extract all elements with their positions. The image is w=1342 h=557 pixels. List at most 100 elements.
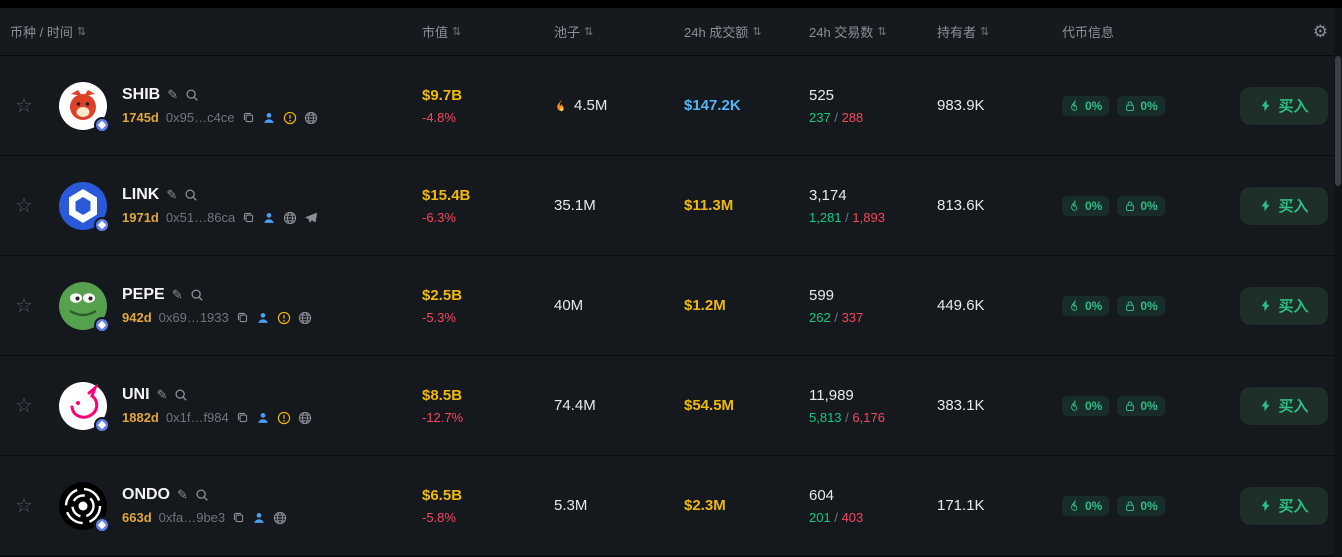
chain-badge-icon — [94, 316, 110, 333]
copy-icon[interactable] — [242, 111, 255, 124]
scrollbar-thumb[interactable] — [1335, 56, 1341, 186]
buy-button[interactable]: 买入 — [1240, 186, 1328, 225]
column-header-market-cap[interactable]: 市值 ⇅ — [410, 22, 542, 41]
sort-icon[interactable]: ⇅ — [752, 26, 762, 38]
person-icon[interactable] — [256, 311, 270, 325]
copy-icon[interactable] — [242, 211, 255, 224]
person-icon[interactable] — [252, 511, 266, 525]
market-cap-change: -5.3% — [422, 309, 456, 325]
token-symbol[interactable]: LINK — [122, 186, 160, 203]
holders-cell: 813.6K — [925, 197, 1050, 215]
column-header-volume-24h[interactable]: 24h 成交额 ⇅ — [672, 22, 797, 41]
token-avatar[interactable] — [58, 481, 110, 533]
token-avatar[interactable] — [58, 181, 110, 233]
column-header-holders[interactable]: 持有者 ⇅ — [925, 22, 1050, 41]
table-row[interactable]: ☆ PEPE ✎ 942d 0x69…1933 $2.5B — [0, 256, 1342, 356]
search-icon[interactable] — [185, 88, 199, 102]
buy-button[interactable]: 买入 — [1240, 486, 1328, 525]
market-cap-cell: $8.5B -12.7% — [410, 387, 542, 425]
address-icons — [236, 411, 312, 425]
column-header-pool[interactable]: 池子 ⇅ — [542, 22, 672, 41]
market-cap-cell: $2.5B -5.3% — [410, 287, 542, 325]
star-icon[interactable]: ☆ — [15, 295, 33, 317]
token-avatar[interactable] — [58, 281, 110, 333]
column-label: 24h 交易数 — [809, 25, 874, 40]
buy-label: 买入 — [1278, 98, 1309, 115]
column-label: 池子 — [554, 25, 581, 40]
person-icon[interactable] — [262, 111, 276, 125]
buy-button[interactable]: 买入 — [1240, 286, 1328, 325]
token-info-pill: 0% — [1117, 295, 1165, 316]
lock-icon — [1124, 400, 1136, 412]
search-icon[interactable] — [195, 488, 209, 502]
favorite-cell: ☆ — [0, 93, 48, 118]
warning-icon[interactable] — [277, 411, 291, 425]
search-icon[interactable] — [184, 188, 198, 202]
token-text: SHIB ✎ 1745d 0x95…c4ce — [122, 86, 318, 125]
telegram-icon[interactable] — [304, 211, 318, 225]
buy-cell: 买入 — [1225, 186, 1342, 225]
market-cap-value: $2.5B — [422, 286, 463, 304]
table-header: 币种 / 时间 ⇅ 市值 ⇅ 池子 ⇅ 24h 成交额 ⇅ 24h 交易数 ⇅ … — [0, 8, 1342, 56]
tx-total: 525 — [809, 86, 835, 104]
star-icon[interactable]: ☆ — [15, 195, 33, 217]
edit-icon[interactable]: ✎ — [171, 287, 183, 302]
edit-icon[interactable]: ✎ — [167, 87, 179, 102]
token-symbol[interactable]: PEPE — [122, 286, 165, 303]
copy-icon[interactable] — [236, 311, 249, 324]
sort-icon[interactable]: ⇅ — [584, 26, 594, 38]
table-body: ☆ SHIB ✎ 1745d 0x95…c4ce $9.7B — [0, 56, 1342, 556]
edit-icon[interactable]: ✎ — [177, 487, 188, 502]
globe-icon[interactable] — [304, 111, 318, 125]
market-cap-change: -12.7% — [422, 409, 464, 425]
star-icon[interactable]: ☆ — [15, 395, 33, 417]
globe-icon[interactable] — [283, 211, 297, 225]
address-icons — [242, 211, 318, 225]
token-address: 0xfa…9be3 — [158, 510, 226, 525]
star-icon[interactable]: ☆ — [15, 495, 33, 517]
table-row[interactable]: ☆ LINK ✎ 1971d 0x51…86ca $15.4B — [0, 156, 1342, 256]
holders-cell: 983.9K — [925, 97, 1050, 115]
warning-icon[interactable] — [277, 311, 291, 325]
column-header-tx-24h[interactable]: 24h 交易数 ⇅ — [797, 22, 925, 41]
copy-icon[interactable] — [232, 511, 245, 524]
warning-icon[interactable] — [283, 111, 297, 125]
edit-icon[interactable]: ✎ — [166, 187, 178, 202]
sort-icon[interactable]: ⇅ — [980, 26, 990, 38]
search-icon[interactable] — [190, 288, 204, 302]
flame-icon — [1069, 199, 1081, 212]
token-text: ONDO ✎ 663d 0xfa…9be3 — [122, 486, 287, 525]
globe-icon[interactable] — [298, 311, 312, 325]
buy-button[interactable]: 买入 — [1240, 86, 1328, 125]
token-info-pill: 0% — [1062, 95, 1110, 116]
table-row[interactable]: ☆ UNI ✎ 1882d 0x1f…f984 $8.5B — [0, 356, 1342, 456]
market-cap-cell: $6.5B -5.8% — [410, 487, 542, 525]
edit-icon[interactable]: ✎ — [156, 387, 168, 402]
token-age: 1971d — [122, 210, 159, 225]
token-avatar[interactable] — [58, 81, 110, 133]
token-symbol[interactable]: ONDO — [122, 486, 170, 503]
copy-icon[interactable] — [236, 411, 249, 424]
chain-badge-icon — [94, 216, 110, 233]
sort-icon[interactable]: ⇅ — [76, 26, 87, 38]
sort-icon[interactable]: ⇅ — [877, 26, 887, 38]
token-symbol[interactable]: UNI — [122, 386, 150, 403]
star-icon[interactable]: ☆ — [15, 95, 33, 117]
table-row[interactable]: ☆ SHIB ✎ 1745d 0x95…c4ce $9.7B — [0, 56, 1342, 156]
token-symbol[interactable]: SHIB — [122, 86, 161, 103]
sort-icon[interactable]: ⇅ — [452, 26, 462, 38]
token-info-pills: 0% 0% — [1050, 95, 1225, 116]
volume-value: $11.3M — [684, 196, 734, 214]
holders-value: 171.1K — [937, 496, 985, 514]
token-avatar[interactable] — [58, 381, 110, 433]
globe-icon[interactable] — [273, 511, 287, 525]
gear-icon[interactable]: ⚙ — [1312, 21, 1328, 41]
globe-icon[interactable] — [298, 411, 312, 425]
buy-button[interactable]: 买入 — [1240, 386, 1328, 425]
column-header-token-time[interactable]: 币种 / 时间 ⇅ — [0, 22, 410, 41]
person-icon[interactable] — [256, 411, 270, 425]
token-age: 663d — [122, 510, 152, 525]
table-row[interactable]: ☆ ONDO ✎ 663d 0xfa…9be3 $6.5B — [0, 456, 1342, 556]
person-icon[interactable] — [262, 211, 276, 225]
search-icon[interactable] — [174, 388, 188, 402]
